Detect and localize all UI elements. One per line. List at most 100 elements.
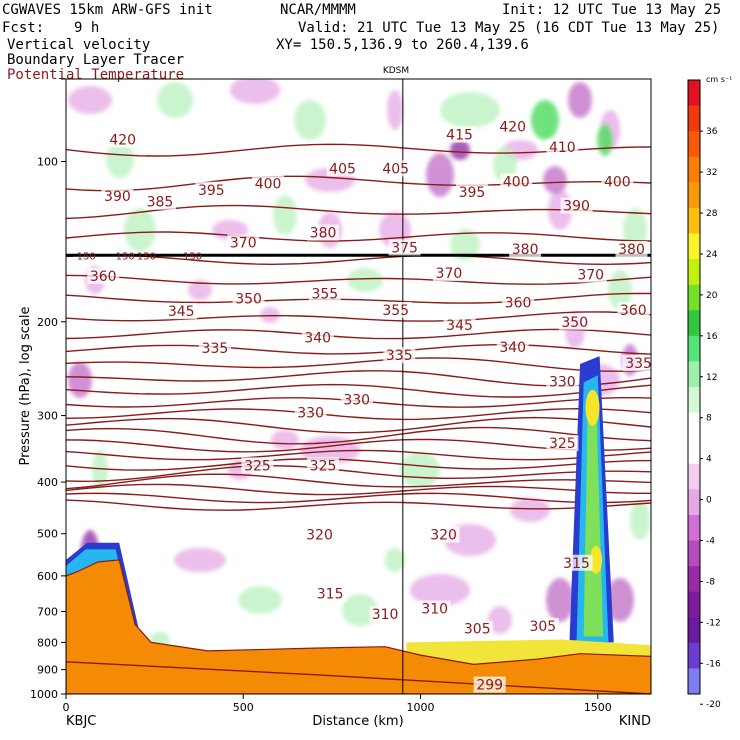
velocity-blob: [488, 606, 512, 634]
velocity-blob: [230, 79, 280, 104]
field-boundary-layer-tracer: Boundary Layer Tracer: [7, 52, 185, 68]
potential-temperature-contours: [66, 143, 651, 511]
theta-label-bg: [526, 617, 559, 634]
theta-label: 360: [505, 296, 532, 312]
theta-contour: [66, 416, 651, 434]
theta-label: 410: [549, 140, 576, 156]
velocity-blob: [271, 430, 299, 450]
theta-label-bg: [502, 294, 535, 311]
theta-label: 305: [464, 622, 491, 638]
theta-label: 415: [446, 128, 473, 144]
init-time: Init: 12 UTC Tue 13 May 25: [502, 2, 722, 18]
theta-label-bg: [560, 554, 593, 571]
colorbar-swatch: [688, 412, 700, 439]
velocity-blob: [400, 452, 440, 488]
colorbar-label: 4: [706, 455, 712, 465]
colorbar-label: -12: [706, 618, 721, 628]
theta-label-bg: [388, 239, 421, 256]
colorbar-swatch: [688, 156, 700, 183]
colorbar-unit: cm s⁻¹: [706, 75, 732, 84]
colorbar-swatch: [688, 668, 700, 695]
theta-label-bg: [195, 181, 228, 198]
theta-label: 390: [104, 189, 131, 205]
theta-label: 325: [310, 458, 337, 474]
theta-label-bg: [427, 526, 460, 543]
theta-label-bg: [227, 234, 260, 251]
theta-contour: [66, 357, 651, 372]
theta-label-bg: [340, 391, 373, 408]
y-tick-label: 400: [37, 476, 58, 489]
theta-label: 355: [311, 287, 338, 303]
theta-contour: [66, 274, 651, 285]
theta-contour: [66, 464, 651, 483]
colorbar-swatch: [688, 131, 700, 158]
colorbar-label: 12: [706, 373, 717, 383]
theta-label-bg: [617, 301, 650, 318]
velocity-blob: [597, 124, 613, 156]
velocity-blob: [260, 307, 280, 323]
theta-contour: [66, 483, 651, 496]
theta-label: 345: [446, 318, 473, 334]
velocity-blob: [273, 195, 297, 235]
colorbar-label: -20: [706, 700, 721, 710]
theta-label-bg: [461, 620, 494, 637]
theta-label-bg: [379, 160, 412, 177]
theta-label-bg: [307, 224, 340, 241]
theta-label: 320: [430, 528, 457, 544]
theta-label-bg: [622, 354, 651, 371]
colorbar-label: -8: [706, 577, 715, 587]
velocity-blob: [347, 268, 383, 292]
forecast-label: Fcst:: [2, 20, 45, 36]
terrain: [66, 559, 651, 694]
velocity-blob: [106, 142, 134, 178]
theta-label: 380: [310, 226, 337, 242]
y-tick-label: 100: [37, 155, 58, 168]
theta-label: 325: [244, 458, 271, 474]
theta-label: 345: [168, 304, 195, 320]
forecast-hour: 9 h: [74, 20, 100, 36]
x-tick-label: 1500: [584, 701, 612, 714]
tracer-column-inner: [583, 395, 604, 637]
velocity-blob: [426, 153, 454, 197]
colorbar-swatch: [688, 284, 700, 311]
theta-label: 370: [436, 266, 463, 282]
y-axis: 100 200 300 400 500 600 700 800 900 1000: [30, 78, 66, 701]
tropopause-label: 150: [116, 251, 135, 262]
x-tick-label: 0: [63, 701, 70, 714]
field-vertical-velocity: Vertical velocity: [7, 37, 151, 53]
velocity-blob: [238, 586, 282, 614]
terrain-fill: [66, 559, 651, 694]
colorbar-label: 32: [706, 168, 717, 178]
plot-frame: [65, 78, 652, 695]
theta-label-bg: [615, 241, 648, 258]
theta-contour: [66, 407, 651, 421]
tropopause-label: 150: [77, 251, 96, 262]
colorbar-label: 28: [706, 209, 718, 219]
colorbar-label: 24: [706, 250, 718, 260]
theta-label: 390: [563, 199, 590, 215]
cross-section-endpoints: XY= 150.5,136.9 to 260.4,139.6: [276, 37, 529, 53]
theta-label-bg: [560, 197, 593, 214]
colorbar-frame: [687, 79, 701, 695]
colorbar-swatch: [688, 207, 700, 234]
theta-contour: [66, 231, 651, 242]
theta-label-bg: [509, 241, 542, 258]
theta-label: 315: [563, 556, 590, 572]
velocity-blob: [606, 578, 634, 622]
velocity-blob: [450, 140, 470, 160]
theta-label: 405: [329, 161, 356, 177]
y-tick-label: 600: [37, 570, 58, 583]
theta-label: 405: [382, 161, 409, 177]
velocity-blob: [531, 100, 559, 140]
velocity-blob: [510, 498, 550, 522]
theta-contour: [66, 426, 651, 445]
colorbar-label: 20: [706, 291, 718, 301]
y-tick-label: 700: [37, 606, 58, 619]
tropopause-label: 150: [137, 251, 156, 262]
theta-label-bg: [294, 404, 327, 421]
theta-contour: [66, 292, 651, 304]
theta-label-bg: [443, 317, 476, 334]
theta-labels: 420 415 420 405 405 410 390 385 395 400 395 400 390 4…: [87, 118, 651, 694]
theta-label-bg: [574, 266, 607, 283]
theta-contour: [66, 328, 651, 340]
